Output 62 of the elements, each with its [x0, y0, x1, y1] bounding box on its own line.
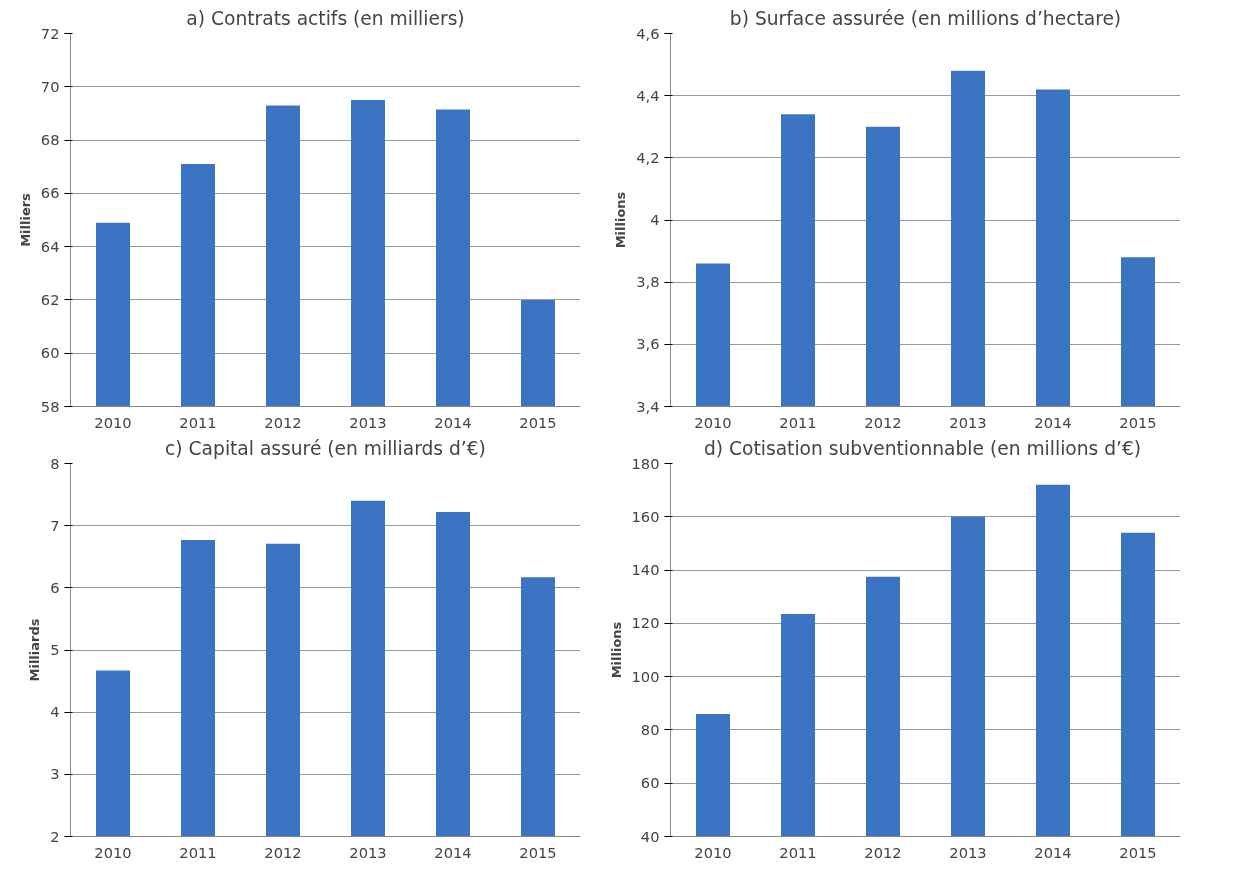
x-tick-label: 2014 — [1034, 843, 1072, 861]
x-tick-label: 2012 — [864, 843, 902, 861]
x-tick-label: 2010 — [694, 843, 732, 861]
y-tick-label: 40 — [640, 827, 660, 845]
y-tick-label: 4 — [650, 211, 660, 228]
y-tick-label: 60 — [40, 344, 60, 362]
x-tick-label: 2015 — [1119, 843, 1157, 861]
x-tick-label: 2012 — [264, 413, 302, 431]
y-tick-label: 60 — [640, 774, 660, 792]
x-tick-label: 2011 — [779, 843, 817, 861]
y-tick-label: 4 — [50, 703, 60, 721]
y-tick-label: 160 — [631, 507, 660, 525]
y-axis-title: Millions — [608, 621, 624, 679]
y-tick-label: 140 — [631, 561, 660, 579]
y-tick-label: 2 — [50, 827, 60, 845]
y-tick-label: 100 — [631, 667, 660, 685]
chart-title: c) Capital assuré (en milliards d’€) — [165, 437, 486, 459]
y-tick-label: 68 — [40, 131, 60, 149]
x-tick-label: 2015 — [1119, 413, 1157, 431]
x-tick-label: 2013 — [349, 843, 387, 861]
x-tick-label: 2010 — [694, 413, 732, 431]
x-tick-label: 2014 — [434, 843, 472, 861]
x-tick-label: 2014 — [434, 413, 472, 431]
x-tick-label: 2013 — [949, 843, 987, 861]
x-tick-label: 2013 — [349, 413, 387, 431]
y-tick-label: 120 — [631, 614, 660, 632]
x-tick-label: 2010 — [94, 843, 132, 861]
y-tick-label: 3,4 — [636, 397, 660, 415]
chart-title: b) Surface assurée (en millions d’hectare) — [729, 7, 1122, 29]
y-tick-label: 62 — [40, 290, 60, 308]
y-tick-label: 66 — [40, 184, 60, 202]
x-tick-label: 2012 — [264, 843, 302, 861]
x-tick-label: 2015 — [519, 413, 557, 431]
y-tick-label: 180 — [631, 454, 660, 472]
y-tick-label: 7 — [50, 516, 60, 534]
chart-title: d) Cotisation subventionnable (en millions d’€) — [703, 437, 1142, 459]
y-tick-label: 4,2 — [636, 148, 660, 166]
x-tick-label: 2014 — [1034, 413, 1072, 431]
x-tick-label: 2011 — [179, 413, 217, 431]
y-axis-title: Millions — [613, 191, 629, 249]
y-tick-label: 64 — [40, 237, 60, 255]
y-tick-label: 3 — [50, 765, 60, 783]
y-tick-label: 3,6 — [636, 335, 660, 353]
y-axis-title: Milliards — [27, 618, 43, 682]
y-tick-label: 5 — [50, 641, 60, 658]
x-tick-label: 2015 — [519, 843, 557, 861]
y-tick-label: 3,8 — [636, 273, 660, 291]
y-axis-title: Milliers — [17, 192, 33, 247]
x-tick-label: 2011 — [779, 413, 817, 431]
y-tick-label: 8 — [50, 454, 60, 472]
x-tick-label: 2012 — [864, 413, 902, 431]
y-tick-label: 6 — [50, 578, 60, 596]
y-tick-label: 80 — [640, 720, 660, 738]
y-tick-label: 58 — [40, 397, 60, 415]
x-tick-label: 2010 — [94, 413, 132, 431]
y-tick-label: 70 — [40, 77, 60, 95]
y-tick-label: 4,6 — [636, 24, 660, 42]
x-tick-label: 2013 — [949, 413, 987, 431]
x-tick-label: 2011 — [179, 843, 217, 861]
y-tick-label: 72 — [40, 24, 60, 42]
chart-title: a) Contrats actifs (en milliers) — [186, 7, 465, 29]
y-tick-label: 4,4 — [636, 86, 660, 104]
